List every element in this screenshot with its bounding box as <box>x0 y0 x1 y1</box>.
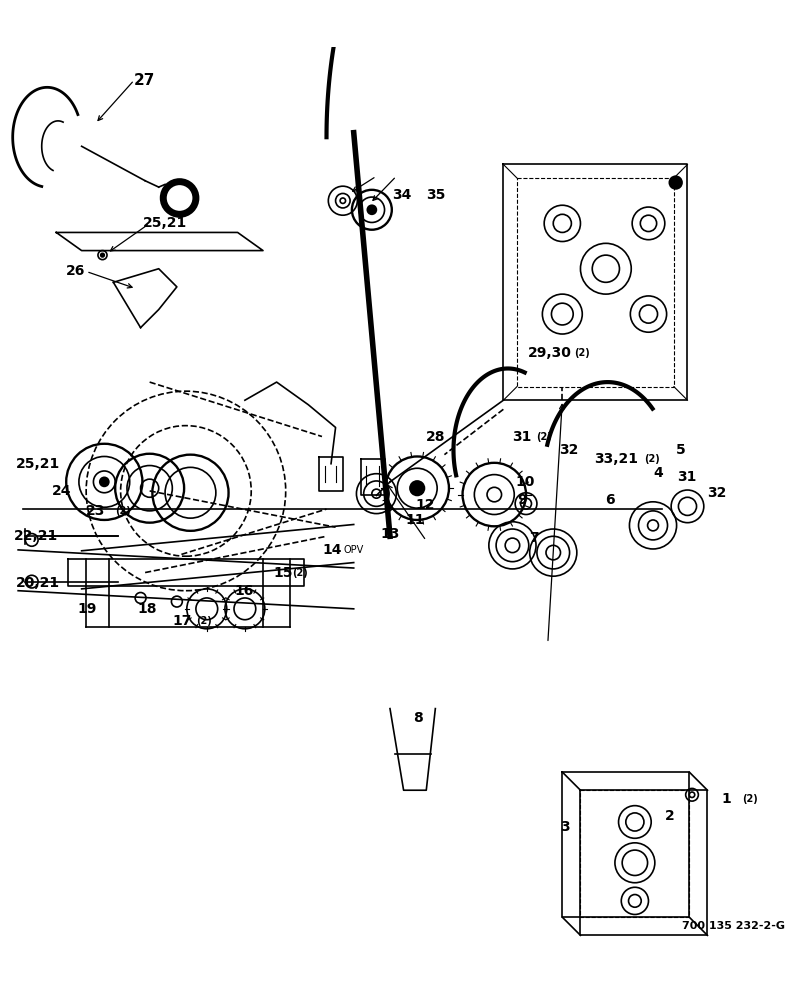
Text: 700 135 232-2-G: 700 135 232-2-G <box>682 921 785 931</box>
Text: 35: 35 <box>426 188 446 202</box>
Text: 16: 16 <box>234 584 254 598</box>
Circle shape <box>410 481 425 495</box>
Text: 28: 28 <box>426 430 446 444</box>
Text: 27: 27 <box>134 73 155 88</box>
Text: 22,21: 22,21 <box>13 529 58 543</box>
Text: 14: 14 <box>323 543 342 557</box>
Text: 29,30: 29,30 <box>528 346 572 360</box>
Text: 18: 18 <box>138 602 158 616</box>
Text: (2): (2) <box>115 506 131 516</box>
Text: 25,21: 25,21 <box>17 457 61 471</box>
Text: 26: 26 <box>66 264 86 278</box>
Text: 24: 24 <box>52 484 71 498</box>
Text: 13: 13 <box>381 527 400 541</box>
Text: 6: 6 <box>605 493 615 507</box>
Text: 19: 19 <box>77 602 96 616</box>
Text: 15: 15 <box>274 566 293 580</box>
Text: 9: 9 <box>517 493 526 507</box>
Text: 34: 34 <box>392 188 411 202</box>
Text: 7: 7 <box>529 531 538 545</box>
Text: 8: 8 <box>413 711 422 725</box>
Text: 32: 32 <box>708 486 727 500</box>
Text: 12: 12 <box>415 498 435 512</box>
Text: 32: 32 <box>559 443 578 457</box>
Text: 4: 4 <box>653 466 663 480</box>
Text: (2): (2) <box>292 568 308 578</box>
Text: 2: 2 <box>665 809 675 823</box>
Text: (2): (2) <box>196 616 212 626</box>
Text: 33,21: 33,21 <box>594 452 638 466</box>
Text: 11: 11 <box>405 513 425 527</box>
Text: 20,21: 20,21 <box>17 576 61 590</box>
Text: 10: 10 <box>515 475 534 489</box>
Text: (2): (2) <box>574 348 590 358</box>
Text: 25,21: 25,21 <box>143 216 188 230</box>
Text: 17: 17 <box>173 614 191 628</box>
Text: 1: 1 <box>721 792 730 806</box>
Text: (2): (2) <box>742 794 757 804</box>
Circle shape <box>367 205 377 214</box>
Circle shape <box>101 253 104 257</box>
Text: (2): (2) <box>644 454 660 464</box>
Text: (2): (2) <box>536 432 552 442</box>
Text: 3: 3 <box>560 820 571 834</box>
Text: 31: 31 <box>512 430 532 444</box>
Text: 23: 23 <box>86 504 106 518</box>
Text: 31: 31 <box>678 470 697 484</box>
Text: 5: 5 <box>675 443 686 457</box>
Text: OPV: OPV <box>344 545 364 555</box>
Circle shape <box>100 477 109 486</box>
Circle shape <box>669 176 682 189</box>
